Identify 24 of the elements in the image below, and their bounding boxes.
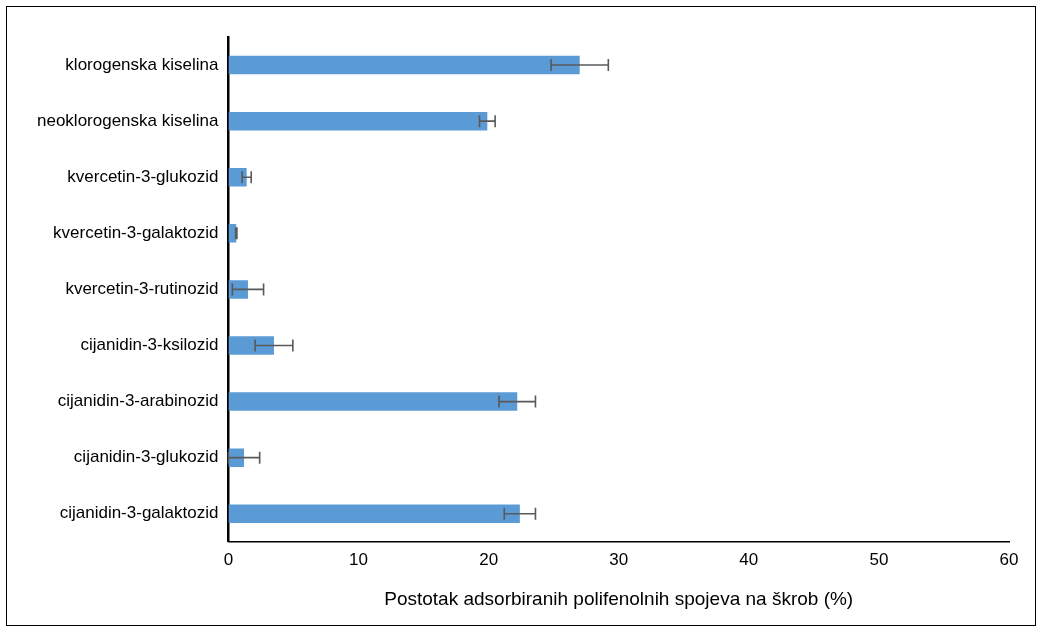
y-tick-label: cijanidin-3-arabinozid: [57, 391, 219, 411]
bar: [228, 448, 245, 467]
bar: [228, 504, 520, 524]
x-tick-label: 10: [349, 549, 368, 569]
bar: [228, 280, 248, 299]
y-tick-label: klorogenska kiselina: [65, 54, 219, 74]
y-tick-label: kvercetin-3-galaktozid: [53, 223, 219, 242]
x-axis-title: Postotak adsorbiranih polifenolnih spojeva na škrob (%): [384, 587, 854, 609]
y-tick-label: kvercetin-3-rutinozid: [65, 279, 219, 299]
y-tick-label: cijanidin-3-ksilozid: [80, 335, 219, 355]
x-tick-label: 20: [479, 549, 499, 569]
y-tick-label: cijanidin-3-glukozid: [73, 447, 219, 467]
bar: [228, 55, 580, 75]
x-tick-label: 60: [999, 549, 1019, 569]
bar: [228, 336, 274, 355]
bar: [228, 392, 518, 411]
x-tick-label: 40: [739, 549, 759, 569]
x-tick-label: 30: [609, 549, 629, 569]
y-tick-label: cijanidin-3-galaktozid: [59, 503, 219, 523]
x-tick-label: 0: [223, 549, 234, 569]
bar: [228, 111, 488, 131]
y-tick-label: neoklorogenska kiselina: [36, 110, 219, 130]
x-tick-label: 50: [869, 549, 889, 569]
y-tick-label: kvercetin-3-glukozid: [67, 166, 219, 186]
